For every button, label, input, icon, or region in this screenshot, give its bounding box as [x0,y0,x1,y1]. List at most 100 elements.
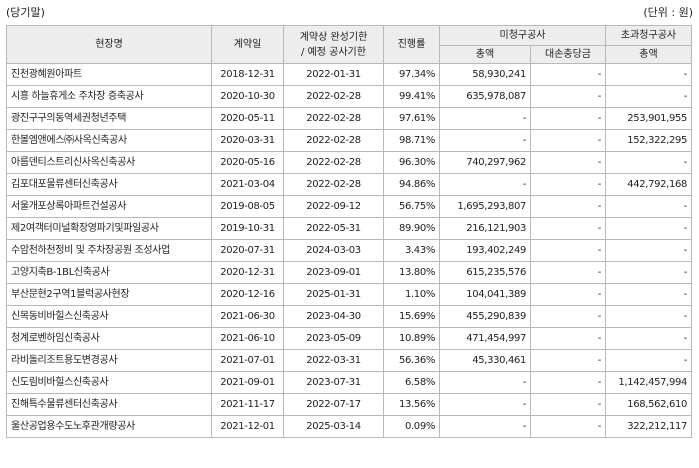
cell-unbilled-total: 455,290,839 [439,305,531,328]
cell-overbilled-total: - [605,261,692,284]
cell-unbilled-total: 193,402,249 [439,239,531,262]
cell-site: 신목동비바힐스신축공사 [6,305,212,328]
unit-caption: (단위 : 원) [643,6,693,19]
cell-site: 울산공업용수도노후관개량공사 [6,415,212,438]
cell-site: 청계로벤하임신축공사 [6,327,212,350]
header-contract-date: 계약일 [211,25,284,64]
cell-contract-date: 2020-05-16 [211,151,284,174]
cell-contract-date: 2021-03-04 [211,173,284,196]
cell-unbilled-allowance: - [530,305,606,328]
cell-progress: 89.90% [383,217,440,240]
cell-overbilled-total: 168,562,610 [605,393,692,416]
header-overbilled: 초과청구공사 [605,25,692,46]
cell-progress: 10.89% [383,327,440,350]
cell-deadline: 2022-02-28 [283,173,384,196]
cell-unbilled-allowance: - [530,151,606,174]
cell-deadline: 2022-03-31 [283,349,384,372]
cell-contract-date: 2018-12-31 [211,63,284,86]
cell-deadline: 2022-09-12 [283,195,384,218]
table-row: 신목동비바힐스신축공사 2021-06-30 2023-04-30 15.69% 455… [6,305,692,328]
cell-progress: 56.75% [383,195,440,218]
cell-progress: 13.56% [383,393,440,416]
cell-unbilled-total: 216,121,903 [439,217,531,240]
cell-overbilled-total: 253,901,955 [605,107,692,130]
cell-progress: 96.30% [383,151,440,174]
cell-progress: 0.09% [383,415,440,438]
cell-overbilled-total: 442,792,168 [605,173,692,196]
cell-unbilled-total: - [439,129,531,152]
cell-unbilled-total: 471,454,997 [439,327,531,350]
header-unbilled-total: 총액 [439,45,531,64]
cell-unbilled-allowance: - [530,195,606,218]
table-row: 서울개포상록아파트건설공사 2019-08-05 2022-09-12 56.75% 1… [6,195,692,218]
cell-contract-date: 2021-09-01 [211,371,284,394]
header-unbilled-allowance: 대손충당금 [530,45,606,64]
cell-unbilled-allowance: - [530,85,606,108]
period-caption: (당기말) [6,6,45,19]
cell-overbilled-total: - [605,305,692,328]
cell-deadline: 2022-07-17 [283,393,384,416]
table-row: 제2여객터미널확장영파기및파일공사 2019-10-31 2022-05-31 89.… [6,217,692,240]
cell-progress: 94.86% [383,173,440,196]
table-row: 라비돌리조트용도변경공사 2021-07-01 2022-03-31 56.36% 45… [6,349,692,372]
cell-overbilled-total: - [605,195,692,218]
cell-unbilled-allowance: - [530,129,606,152]
cell-progress: 99.41% [383,85,440,108]
table-row: 아름덴티스트리신사옥신축공사 2020-05-16 2022-02-28 96.30%… [6,151,692,174]
header-deadline-line2: / 예정 공사기한 [301,46,366,58]
cell-contract-date: 2021-07-01 [211,349,284,372]
cell-contract-date: 2020-10-30 [211,85,284,108]
cell-site: 광진구구의동역세권청년주택 [6,107,212,130]
cell-unbilled-allowance: - [530,349,606,372]
cell-deadline: 2022-02-28 [283,107,384,130]
cell-site: 김포대포물류센터신축공사 [6,173,212,196]
cell-contract-date: 2020-12-31 [211,261,284,284]
cell-progress: 1.10% [383,283,440,306]
cell-progress: 98.71% [383,129,440,152]
table-row: 신도림비바힐스신축공사 2021-09-01 2023-07-31 6.58% - -1,… [6,371,692,394]
cell-deadline: 2024-03-03 [283,239,384,262]
cell-unbilled-total: - [439,371,531,394]
cell-site: 신도림비바힐스신축공사 [6,371,212,394]
table-row: 청계로벤하임신축공사 2021-06-10 2023-05-09 10.89% 471,… [6,327,692,350]
cell-unbilled-total: - [439,107,531,130]
cell-unbilled-allowance: - [530,415,606,438]
cell-unbilled-total: 1,695,293,807 [439,195,531,218]
table-row: 시흥 하늘휴게소 주차장 증축공사 2020-10-30 2022-02-28 99.… [6,85,692,108]
cell-unbilled-allowance: - [530,283,606,306]
header-unbilled: 미청구공사 [439,25,606,46]
table-row: 고양지축B-1BL신축공사 2020-12-31 2023-09-01 13.80% 6… [6,261,692,284]
cell-unbilled-total: 635,978,087 [439,85,531,108]
header-site: 현장명 [6,25,212,64]
cell-unbilled-total: 104,041,389 [439,283,531,306]
cell-unbilled-allowance: - [530,63,606,86]
table-body: 진천광혜원아파트 2018-12-31 2022-01-31 97.34% 58,930… [6,63,692,438]
table-row: 광진구구의동역세권청년주택 2020-05-11 2022-02-28 97.61% -… [6,107,692,130]
cell-unbilled-allowance: - [530,261,606,284]
cell-unbilled-allowance: - [530,107,606,130]
cell-unbilled-total: 45,330,461 [439,349,531,372]
cell-site: 제2여객터미널확장영파기및파일공사 [6,217,212,240]
cell-contract-date: 2020-05-11 [211,107,284,130]
cell-progress: 97.61% [383,107,440,130]
cell-overbilled-total: - [605,349,692,372]
cell-contract-date: 2020-12-16 [211,283,284,306]
table-row: 진해특수물류센터신축공사 2021-11-17 2022-07-17 13.56% - -… [6,393,692,416]
cell-unbilled-allowance: - [530,393,606,416]
cell-deadline: 2022-01-31 [283,63,384,86]
cell-site: 부산문현2구역1블럭공사현장 [6,283,212,306]
cell-deadline: 2022-02-28 [283,85,384,108]
cell-progress: 3.43% [383,239,440,262]
cell-deadline: 2022-02-28 [283,151,384,174]
cell-unbilled-allowance: - [530,173,606,196]
contract-status-table: 현장명 계약일 계약상 완성기한 / 예정 공사기한 진행률 미청구공사 초과청… [6,25,692,438]
cell-unbilled-allowance: - [530,327,606,350]
cell-unbilled-allowance: - [530,217,606,240]
cell-deadline: 2023-04-30 [283,305,384,328]
table-row: 김포대포물류센터신축공사 2021-03-04 2022-02-28 94.86% - -… [6,173,692,196]
cell-contract-date: 2020-03-31 [211,129,284,152]
cell-deadline: 2025-01-31 [283,283,384,306]
cell-deadline: 2023-09-01 [283,261,384,284]
cell-contract-date: 2021-06-30 [211,305,284,328]
cell-site: 한볼엠앤에스㈜사옥신축공사 [6,129,212,152]
